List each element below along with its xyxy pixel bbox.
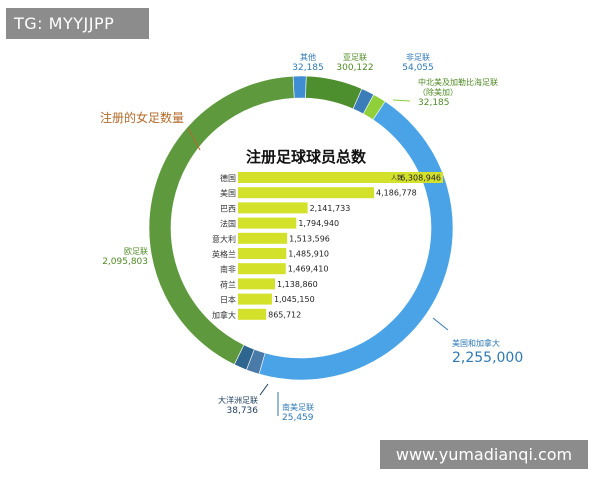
bar-category-label: 荷兰	[220, 279, 236, 289]
leader-line	[259, 383, 269, 396]
bar	[238, 202, 308, 214]
bar-value-label: 4,186,778	[376, 189, 417, 198]
bar	[238, 232, 288, 244]
bar-value-label: 865,712	[268, 310, 301, 319]
bar-value-label: 1,469,410	[288, 265, 329, 274]
ring-label-asia: 亚足联	[343, 53, 367, 62]
bar-category-label: 巴西	[220, 204, 236, 213]
ring-value-north_america: 2,255,000	[452, 350, 523, 366]
bar-category-label: 美国	[220, 188, 236, 198]
bar-value-label: 1,045,150	[274, 295, 315, 304]
watermark-top: TG: MYYJJPP	[6, 8, 149, 39]
bar-category-label: 南非	[220, 264, 236, 274]
ring-value-south_america: 25,459	[282, 413, 314, 423]
ring-label-south_america: 南美足联	[282, 402, 314, 412]
ring-label-north_america: 美国和加拿大	[452, 338, 500, 348]
chart-title: 注册足球球员总数	[246, 148, 367, 166]
bar-unit-label: 人数	[391, 174, 403, 182]
ring-segment-north_america	[258, 101, 454, 381]
bar-value-label: 2,141,733	[310, 204, 351, 213]
watermark-bottom: www.yumadianqi.com	[380, 440, 588, 469]
ring-value-central_america: 32,185	[418, 98, 450, 108]
bar-value-label: 1,794,940	[298, 219, 339, 228]
annotation-text: 注册的女足数量	[100, 110, 184, 125]
ring-segment-europe	[148, 75, 295, 365]
bar-value-label: 6,308,946	[400, 174, 441, 183]
bar-category-label: 日本	[220, 295, 236, 305]
leader-line	[392, 99, 411, 102]
bar	[238, 263, 286, 275]
ring-value-other: 32,185	[292, 63, 324, 73]
ring-value-europe: 2,095,803	[102, 257, 148, 267]
bar	[238, 278, 276, 290]
annotation-line	[187, 127, 201, 151]
ring-segment-other	[292, 75, 307, 99]
bar-category-label: 英格兰	[212, 249, 236, 259]
bar-category-label: 意大利	[212, 234, 236, 244]
bar-value-label: 1,513,596	[289, 234, 330, 243]
ring-value-asia: 300,122	[336, 63, 373, 73]
ring-value-oceania: 38,736	[227, 406, 259, 416]
bar	[238, 172, 443, 183]
ring-value-africa: 54,055	[402, 63, 434, 73]
ring-segment-asia	[305, 75, 363, 110]
ring-label-africa: 非足联	[406, 52, 430, 62]
ring-label-other: 其他	[300, 52, 316, 62]
bar-category-label: 德国	[220, 173, 236, 183]
leader-line	[432, 317, 449, 331]
bar	[238, 293, 272, 305]
bar	[238, 248, 287, 259]
bar	[238, 308, 267, 320]
bar-category-label: 加拿大	[212, 310, 236, 320]
ring-label-europe: 欧足联	[124, 246, 148, 256]
bar-category-label: 法国	[220, 219, 236, 229]
bar	[238, 187, 375, 199]
ring-label-oceania: 大洋洲足联	[218, 395, 258, 405]
bar-value-label: 1,485,910	[288, 250, 329, 259]
bar	[238, 217, 297, 229]
ring-label-central_america: 中北美及加勒比海足联	[418, 77, 498, 87]
bar-value-label: 1,138,860	[277, 280, 318, 289]
ring-label-central_america: （除美加）	[418, 87, 458, 97]
